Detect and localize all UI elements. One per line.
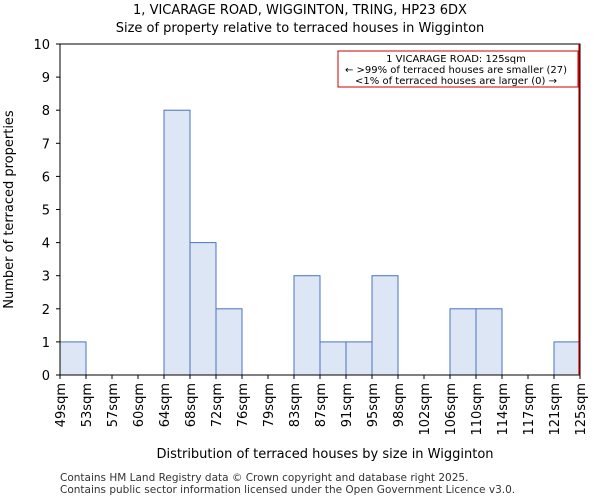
x-tick-label: 91sqm [340,383,355,427]
bar-121sqm [553,341,581,376]
x-tick-label: 98sqm [392,383,407,427]
x-tick-label: 125sqm [574,383,589,436]
bar-95sqm [371,275,399,376]
y-tick-label: 0 [42,369,50,384]
y-tick-label: 5 [42,204,50,219]
bar-68sqm [189,242,217,376]
x-tick-label: 114sqm [496,383,511,436]
bar-87sqm [319,341,347,376]
x-tick-label: 64sqm [158,383,173,427]
bar-106sqm [449,308,477,376]
footer-licence: Contains public sector information licen… [60,484,516,496]
y-tick-label: 6 [42,170,50,185]
x-tick-label: 95sqm [366,383,381,427]
x-tick-label: 76sqm [236,383,251,427]
annotation-line-2: ← >99% of terraced houses are smaller (2… [345,65,567,76]
x-ticks-group: 49sqm 53sqm 57sqm 60sqm 64sqm 68sqm 72sqm 76sqm… [54,375,589,436]
x-tick-label: 57sqm [106,383,121,427]
bar-72sqm [215,308,243,376]
y-tick-label: 3 [42,270,50,285]
x-tick-label: 102sqm [418,383,433,436]
x-tick-label: 72sqm [210,383,225,427]
x-tick-label: 121sqm [548,383,563,436]
y-tick-label: 2 [42,303,50,318]
y-tick-label: 4 [42,237,50,252]
annotation-line-3: <1% of terraced houses are larger (0) → [355,76,557,87]
x-tick-label: 79sqm [262,383,277,427]
x-axis-label: Distribution of terraced houses by size … [156,447,493,462]
y-tick-label: 1 [42,336,50,351]
bar-49sqm [59,341,87,376]
x-tick-label: 87sqm [314,383,329,427]
y-tick-label: 10 [33,38,50,53]
y-tick-label: 8 [42,104,50,119]
bar-64sqm [163,109,191,376]
y-tick-label: 9 [42,71,50,86]
page-title: 1, VICARAGE ROAD, WIGGINTON, TRING, HP23… [133,3,467,18]
y-ticks-group: 0 1 2 3 4 5 6 7 8 9 10 [33,38,60,384]
annotation-box [337,50,579,88]
x-tick-label: 60sqm [132,383,147,427]
chart-subtitle: Size of property relative to terraced ho… [115,21,485,36]
footer-copyright: Contains HM Land Registry data © Crown c… [60,472,469,484]
x-tick-label: 53sqm [80,383,95,427]
y-axis-label: Number of terraced properties [2,110,17,309]
bar-110sqm [475,308,503,376]
x-tick-label: 106sqm [444,383,459,436]
y-tick-label: 7 [42,137,50,152]
bar-83sqm [293,275,321,376]
annotation-line-1: 1 VICARAGE ROAD: 125sqm [386,54,526,65]
histogram-chart: 0 1 2 3 4 5 6 7 8 9 10 49sqm 53sqm 57sqm 60sqm 64sqm 68… [2,38,589,462]
x-tick-label: 49sqm [54,383,69,427]
x-tick-label: 83sqm [288,383,303,427]
x-tick-label: 110sqm [470,383,485,436]
bar-91sqm [345,341,373,376]
bars-group [59,109,581,376]
x-tick-label: 117sqm [522,383,537,436]
x-tick-label: 68sqm [184,383,199,427]
